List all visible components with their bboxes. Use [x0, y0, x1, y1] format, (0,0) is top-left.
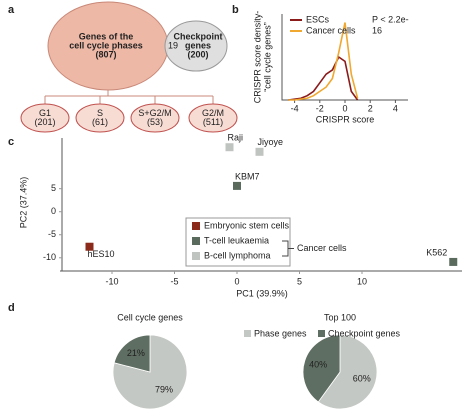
- venn-label: (807): [95, 49, 116, 59]
- pie-slice: [112, 334, 188, 410]
- pie-label: 40%: [309, 359, 327, 369]
- point-label: hES10: [88, 249, 115, 259]
- x-tick-label: 2: [368, 103, 373, 113]
- legend-swatch: [192, 222, 200, 230]
- venn-label: Genes of the: [79, 31, 134, 41]
- legend-label: Embryonic stem cells: [204, 220, 290, 230]
- y-axis-label: “cell cycle genes”: [262, 22, 272, 92]
- x-tick-label: -4: [291, 103, 299, 113]
- x-tick-label: -5: [170, 276, 178, 286]
- venn-label: Checkpoint: [173, 31, 222, 41]
- venn-label: (511): [203, 117, 223, 127]
- point-label: KBM7: [235, 171, 260, 181]
- pie-slice: [302, 334, 341, 403]
- legend-label: T-cell leukaemia: [204, 235, 269, 245]
- x-axis-label: PC1 (39.9%): [236, 288, 288, 298]
- connector: [45, 90, 213, 97]
- x-tick-label: 5: [297, 276, 302, 286]
- venn-subset: [188, 103, 238, 133]
- pie-title: Cell cycle genes: [117, 312, 183, 322]
- venn-label: S: [97, 108, 103, 118]
- point-label: Jiyoye: [258, 137, 284, 147]
- y-tick-label: 5: [51, 183, 56, 193]
- venn-label: genes: [185, 40, 211, 50]
- venn-label: (200): [187, 49, 208, 59]
- pie-label: 21%: [127, 348, 145, 358]
- venn-label: cell cycle phases: [69, 40, 143, 50]
- venn-set: [164, 20, 228, 72]
- venn-subset: [75, 103, 125, 133]
- point: [449, 257, 458, 266]
- y-tick-label: -10: [43, 252, 56, 262]
- legend-label: Checkpoint genes: [328, 328, 401, 338]
- panel-label: b: [232, 4, 239, 16]
- legend-label: Cancer cells: [306, 25, 356, 35]
- venn-label: G1: [39, 108, 51, 118]
- venn-label: S+G2/M: [138, 108, 171, 118]
- density-line: [288, 55, 359, 101]
- point: [85, 242, 94, 251]
- pie-label: 79%: [155, 385, 173, 395]
- y-axis-label: CRISPR score density-: [252, 11, 262, 104]
- panel-label: c: [8, 136, 14, 148]
- venn-label: (201): [34, 117, 55, 127]
- venn-subset: [20, 103, 70, 133]
- x-tick-label: 0: [342, 103, 347, 113]
- x-tick-label: 4: [393, 103, 398, 113]
- legend-swatch: [244, 330, 251, 337]
- legend-box: [185, 217, 291, 267]
- x-tick-label: 0: [234, 276, 239, 286]
- legend-bracket-label: Cancer cells: [297, 243, 347, 253]
- panel-label: d: [8, 302, 15, 314]
- pie-slice: [113, 334, 151, 373]
- point-label: Raji: [228, 133, 244, 143]
- axis: [60, 138, 462, 272]
- legend-bracket: [282, 240, 294, 257]
- x-tick-label: -10: [105, 276, 118, 286]
- legend-swatch: [318, 330, 325, 337]
- venn-label: G2/M: [202, 108, 224, 118]
- point: [255, 147, 264, 156]
- pie-slice: [317, 334, 378, 410]
- legend-label: Phase genes: [254, 328, 307, 338]
- x-tick-label: -2: [316, 103, 324, 113]
- venn-label: (53): [147, 117, 163, 127]
- pie-label: 60%: [353, 373, 371, 383]
- y-axis-label: PC2 (37.4%): [18, 177, 28, 229]
- point: [233, 181, 241, 190]
- panel-label: a: [8, 4, 15, 16]
- venn-label: (61): [92, 117, 108, 127]
- density-line: [288, 22, 359, 101]
- pie-title: Top 100: [324, 312, 356, 322]
- point-label: K562: [426, 247, 447, 257]
- point: [225, 143, 234, 152]
- legend-swatch: [192, 237, 200, 245]
- venn-subset: [130, 103, 180, 133]
- axis: [281, 14, 408, 101]
- annotation: P < 2.2e-: [372, 14, 409, 24]
- annotation: 16: [372, 25, 382, 35]
- legend-label: B-cell lymphoma: [204, 250, 271, 260]
- y-tick-label: -5: [48, 229, 56, 239]
- legend-label: ESCs: [306, 14, 330, 24]
- venn-overlap: 19: [168, 40, 178, 50]
- x-tick-label: 10: [357, 276, 367, 286]
- y-tick-label: 0: [51, 206, 56, 216]
- legend-swatch: [192, 252, 200, 260]
- x-axis-label: CRISPR score: [316, 114, 375, 124]
